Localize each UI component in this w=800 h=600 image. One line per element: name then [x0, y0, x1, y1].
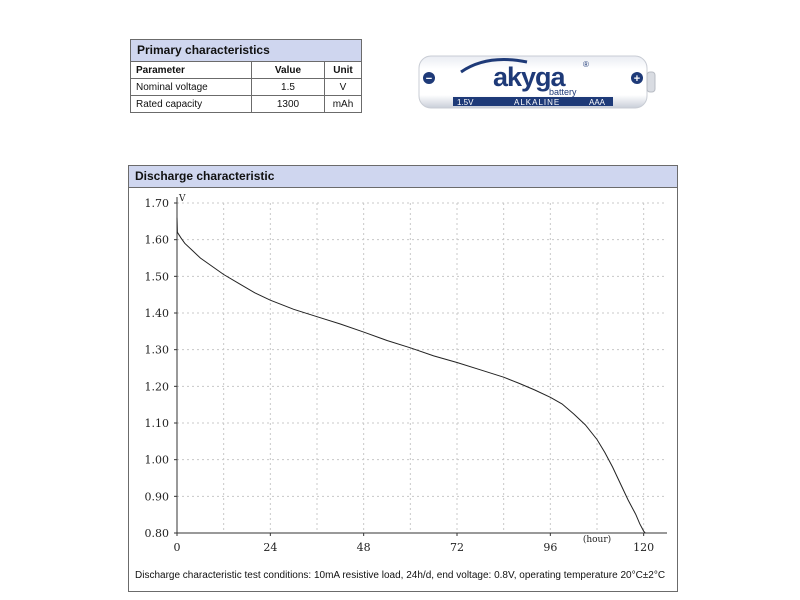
y-tick-label: 1.40	[145, 307, 170, 320]
param-cell: Rated capacity	[131, 95, 252, 112]
y-tick-label: 1.60	[145, 234, 170, 247]
battery-band	[453, 97, 613, 106]
plus-icon	[631, 72, 643, 84]
plus-sign: +	[634, 73, 640, 85]
primary-table: Parameter Value Unit Nominal voltage 1.5…	[131, 62, 361, 112]
header-unit: Unit	[324, 62, 361, 79]
unit-cell: mAh	[324, 95, 361, 112]
brand-logo: akyga	[493, 62, 567, 92]
y-tick-label: 1.50	[145, 270, 170, 283]
chart-axes	[174, 197, 667, 536]
registered-mark: ®	[583, 60, 589, 69]
y-tick-label: 1.00	[145, 454, 170, 467]
y-tick-label: 0.90	[145, 490, 170, 503]
brand-sub: battery	[549, 87, 577, 97]
battery-size: AAA	[589, 98, 606, 107]
test-conditions: Discharge characteristic test conditions…	[135, 570, 666, 581]
primary-characteristics-table: Primary characteristics Parameter Value …	[130, 39, 362, 113]
minus-icon	[423, 72, 435, 84]
y-tick-label: 0.80	[145, 527, 170, 540]
chart-labels: 0.80 0.90 1.00 1.10 1.20 1.30 1.40 1.50 1.60 1.70…	[145, 194, 655, 554]
logo-swoosh	[460, 58, 528, 74]
value-cell: 1300	[251, 95, 325, 112]
x-tick-label: 24	[263, 541, 277, 554]
minus-sign: −	[426, 73, 432, 85]
y-tick-label: 1.10	[145, 417, 170, 430]
battery-voltage: 1.5V	[457, 98, 474, 107]
header-value: Value	[251, 62, 325, 79]
x-axis-label: (hour)	[583, 534, 611, 545]
discharge-curve	[176, 217, 646, 534]
y-tick-label: 1.70	[145, 197, 170, 210]
discharge-title: Discharge characteristic	[129, 166, 677, 188]
table-row: Rated capacity 1300 mAh	[131, 95, 361, 112]
x-tick-label: 96	[543, 541, 557, 554]
chart-series	[176, 217, 646, 534]
discharge-chart: 0.80 0.90 1.00 1.10 1.20 1.30 1.40 1.50 1.60 1.70…	[145, 194, 667, 554]
table-header-row: Parameter Value Unit	[131, 62, 361, 79]
battery-type: ALKALINE	[514, 98, 560, 107]
x-tick-label: 0	[174, 541, 181, 554]
x-tick-label: 72	[450, 541, 464, 554]
y-axis-label: V	[178, 194, 186, 204]
chart-grid	[177, 202, 667, 534]
x-tick-label: 120	[633, 541, 654, 554]
primary-characteristics-title: Primary characteristics	[131, 40, 361, 62]
header-parameter: Parameter	[131, 62, 252, 79]
table-row: Nominal voltage 1.5 V	[131, 78, 361, 96]
y-tick-label: 1.30	[145, 344, 170, 357]
value-cell: 1.5	[251, 78, 325, 96]
unit-cell: V	[324, 78, 361, 96]
battery-image: − + akyga ® battery 1.5V ALKALINE AAA	[418, 55, 656, 109]
param-cell: Nominal voltage	[131, 78, 252, 96]
battery-terminal	[646, 71, 656, 93]
y-tick-label: 1.20	[145, 380, 170, 393]
discharge-panel: Discharge characteristic 0.80 0.90 1.00 1.1…	[128, 165, 678, 592]
x-tick-label: 48	[357, 541, 371, 554]
